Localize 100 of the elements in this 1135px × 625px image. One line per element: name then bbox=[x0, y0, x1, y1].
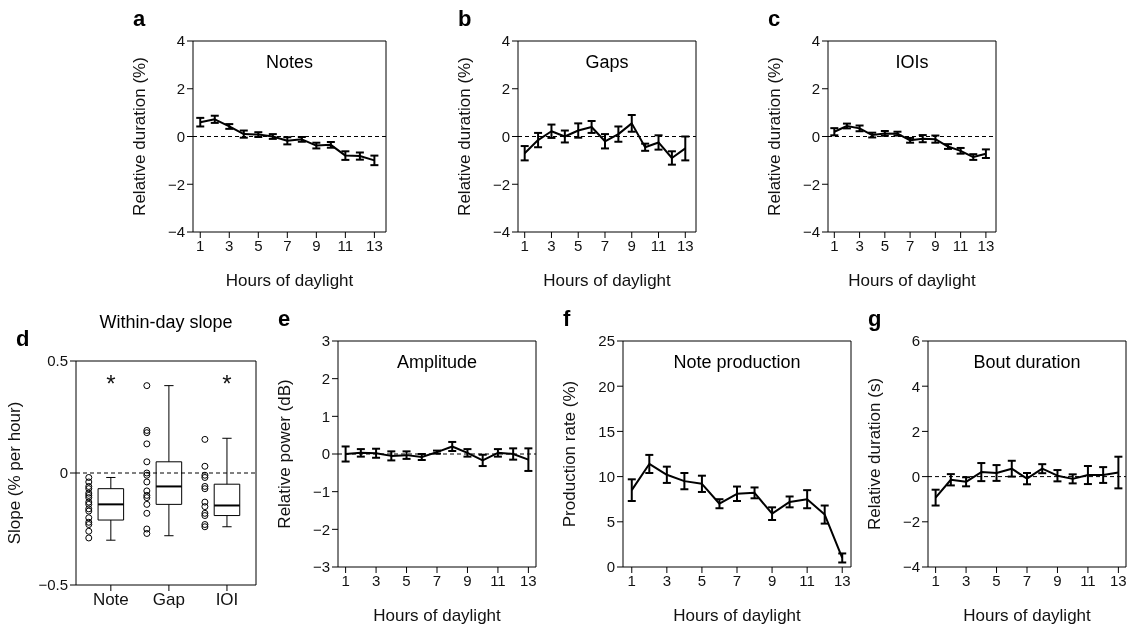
y-tick-label: −2 bbox=[802, 175, 820, 193]
x-tick-label: Gap bbox=[152, 590, 185, 610]
x-tick-label: 9 bbox=[312, 236, 321, 254]
x-tick-label: 3 bbox=[855, 236, 864, 254]
y-tick-label: 0.5 bbox=[47, 352, 68, 370]
x-tick-label: 3 bbox=[371, 571, 381, 589]
y-tick-label: −2 bbox=[902, 513, 920, 531]
x-axis-title: Hours of daylight bbox=[963, 606, 1092, 625]
y-tick-label: −2 bbox=[167, 175, 185, 193]
x-axis-title: Hours of daylight bbox=[225, 271, 354, 290]
x-tick-label: 5 bbox=[992, 571, 1001, 589]
x-tick-label: 1 bbox=[341, 571, 350, 589]
y-tick-label: 0 bbox=[911, 467, 920, 485]
text: g bbox=[868, 306, 882, 331]
y-tick-label: 2 bbox=[501, 80, 510, 98]
x-tick-label: 5 bbox=[402, 571, 411, 589]
x-axis-title: Hours of daylight bbox=[673, 606, 802, 625]
x-tick-label: 11 bbox=[650, 236, 667, 254]
y-tick-label: 4 bbox=[911, 377, 920, 395]
x-tick-label: 7 bbox=[432, 571, 442, 589]
text: b bbox=[458, 6, 472, 31]
y-tick-label: −2 bbox=[312, 520, 330, 538]
y-axis-title: Production rate (%) bbox=[560, 380, 580, 528]
x-tick-label: 3 bbox=[547, 236, 556, 254]
y-tick-label: 1 bbox=[321, 407, 330, 425]
text: e bbox=[278, 306, 291, 331]
x-axis-title: Hours of daylight bbox=[543, 271, 672, 290]
y-tick-label: 2 bbox=[321, 369, 330, 387]
text: IOIs bbox=[894, 52, 930, 72]
x-tick-label: 9 bbox=[1053, 571, 1062, 589]
x-tick-label: 1 bbox=[627, 571, 636, 589]
annotation: * bbox=[106, 369, 116, 397]
x-tick-label: 7 bbox=[283, 236, 292, 254]
y-tick-label: 0 bbox=[59, 464, 68, 482]
y-tick-label: 2 bbox=[176, 80, 185, 98]
x-tick-label: 1 bbox=[830, 236, 839, 254]
annotation: * bbox=[222, 369, 232, 397]
y-tick-label: 2 bbox=[911, 422, 920, 440]
x-axis-title: Hours of daylight bbox=[373, 606, 502, 625]
x-tick-label: 1 bbox=[520, 236, 529, 254]
y-tick-label: 0 bbox=[321, 445, 330, 463]
y-tick-label: −0.5 bbox=[38, 576, 68, 594]
x-tick-label: 5 bbox=[574, 236, 583, 254]
y-tick-label: 20 bbox=[598, 377, 615, 395]
x-tick-label: 13 bbox=[676, 236, 694, 254]
y-tick-label: 4 bbox=[811, 32, 820, 50]
x-tick-label: 7 bbox=[732, 571, 742, 589]
x-tick-label: 11 bbox=[337, 236, 354, 254]
x-tick-label: 1 bbox=[931, 571, 940, 589]
x-tick-label: Note bbox=[92, 590, 129, 610]
x-tick-label: 13 bbox=[977, 236, 995, 254]
y-tick-label: 0 bbox=[501, 127, 510, 145]
y-axis-title: Relative duration (s) bbox=[865, 377, 885, 531]
y-tick-label: −2 bbox=[492, 175, 510, 193]
text: d bbox=[16, 326, 30, 351]
y-tick-label: −3 bbox=[312, 558, 330, 576]
x-tick-label: 1 bbox=[196, 236, 205, 254]
text: Gaps bbox=[584, 52, 630, 72]
y-tick-label: 5 bbox=[606, 513, 615, 531]
x-tick-label: 11 bbox=[1080, 571, 1096, 589]
x-tick-label: 5 bbox=[697, 571, 707, 589]
y-tick-label: −4 bbox=[492, 223, 510, 241]
y-tick-label: −4 bbox=[167, 223, 185, 241]
text: Note production bbox=[672, 352, 802, 372]
x-tick-label: 7 bbox=[600, 236, 610, 254]
y-tick-label: −1 bbox=[312, 482, 330, 500]
y-tick-label: −4 bbox=[802, 223, 820, 241]
text: f bbox=[563, 306, 571, 331]
y-tick-label: 15 bbox=[598, 422, 615, 440]
y-tick-label: 4 bbox=[501, 32, 510, 50]
chart-title: Within-day slope bbox=[98, 312, 234, 332]
y-axis-title: Relative duration (%) bbox=[130, 57, 150, 216]
x-tick-label: 9 bbox=[463, 571, 472, 589]
y-tick-label: 25 bbox=[598, 332, 615, 350]
x-tick-label: 7 bbox=[1022, 571, 1032, 589]
x-tick-label: 3 bbox=[961, 571, 971, 589]
x-axis-title: Hours of daylight bbox=[848, 271, 977, 290]
y-tick-label: 0 bbox=[606, 558, 615, 576]
x-tick-label: IOI bbox=[215, 590, 239, 610]
x-tick-label: 3 bbox=[225, 236, 234, 254]
x-tick-label: 5 bbox=[254, 236, 263, 254]
y-tick-label: 0 bbox=[811, 127, 820, 145]
x-tick-label: 13 bbox=[366, 236, 383, 254]
y-tick-label: 0 bbox=[176, 127, 185, 145]
text: Amplitude bbox=[395, 352, 478, 372]
x-tick-label: 13 bbox=[520, 571, 537, 589]
x-tick-label: 11 bbox=[952, 236, 969, 254]
y-tick-label: 2 bbox=[811, 80, 820, 98]
y-tick-label: 10 bbox=[598, 467, 615, 485]
y-tick-label: 6 bbox=[911, 332, 920, 350]
text: a bbox=[133, 6, 146, 31]
y-tick-label: 4 bbox=[176, 32, 185, 50]
x-tick-label: 11 bbox=[490, 571, 506, 589]
x-tick-label: 9 bbox=[767, 571, 777, 589]
y-tick-label: −4 bbox=[902, 558, 920, 576]
x-tick-label: 9 bbox=[931, 236, 940, 254]
x-tick-label: 11 bbox=[799, 571, 815, 589]
text: Notes bbox=[265, 52, 314, 72]
y-axis-title: Relative power (dB) bbox=[275, 379, 295, 529]
y-axis-title: Slope (% per hour) bbox=[5, 401, 25, 545]
